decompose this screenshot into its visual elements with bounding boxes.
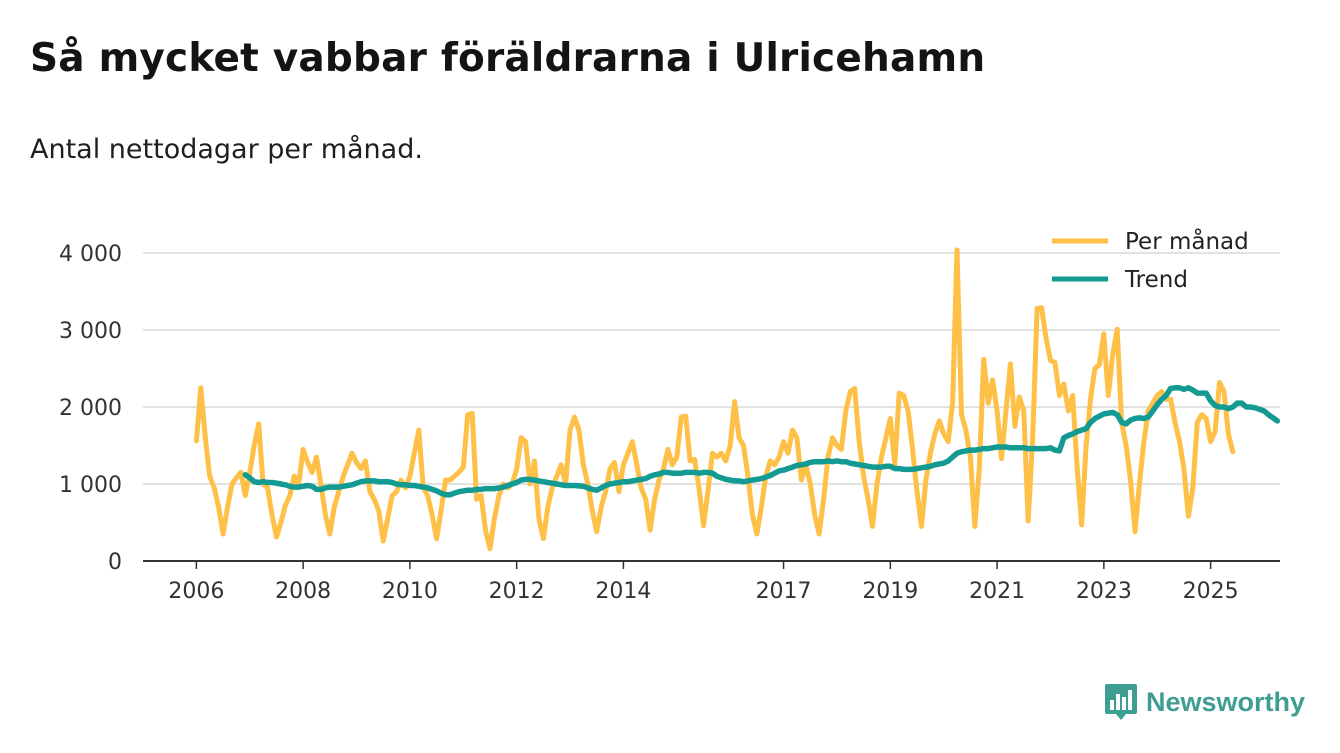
series-line-trend: [242, 385, 1281, 498]
x-tick-label: 2008: [275, 579, 331, 604]
x-tick-label: 2019: [862, 579, 918, 604]
brand-name: Newsworthy: [1146, 686, 1306, 717]
legend: Per månad Trend: [1052, 227, 1249, 293]
y-tick-label: 3 000: [59, 319, 122, 344]
legend-label-per-month: Per månad: [1125, 227, 1249, 255]
y-axis: 0 1 000 2 000 3 000 4 000: [59, 242, 122, 575]
x-axis: 2006 2008 2010 2012 2014 2017 2019 2021 2023 2025: [143, 560, 1280, 604]
y-tick-label: 0: [108, 550, 122, 575]
legend-label-trend: Trend: [1124, 267, 1188, 293]
x-tick-label: 2010: [382, 579, 438, 604]
x-tick-label: 2021: [969, 579, 1025, 604]
y-tick-label: 4 000: [59, 242, 122, 267]
chart-subtitle: Antal nettodagar per månad.: [30, 134, 423, 165]
x-tick-label: 2014: [595, 579, 651, 604]
newsworthy-bar-chart-icon: [1105, 684, 1137, 720]
x-tick-label: 2017: [756, 579, 812, 604]
series-layer: [193, 247, 1281, 552]
x-tick-label: 2025: [1183, 579, 1239, 604]
x-tick-label: 2006: [168, 579, 224, 604]
newsworthy-logo[interactable]: Newsworthy: [1104, 683, 1305, 721]
x-tick-label: 2012: [489, 579, 545, 604]
chart-title: Så mycket vabbar föräldrarna i Ulriceham…: [30, 36, 986, 81]
series-line-per-month: [193, 247, 1236, 552]
y-tick-label: 2 000: [59, 396, 122, 421]
y-tick-label: 1 000: [59, 473, 122, 498]
x-tick-label: 2023: [1076, 579, 1132, 604]
